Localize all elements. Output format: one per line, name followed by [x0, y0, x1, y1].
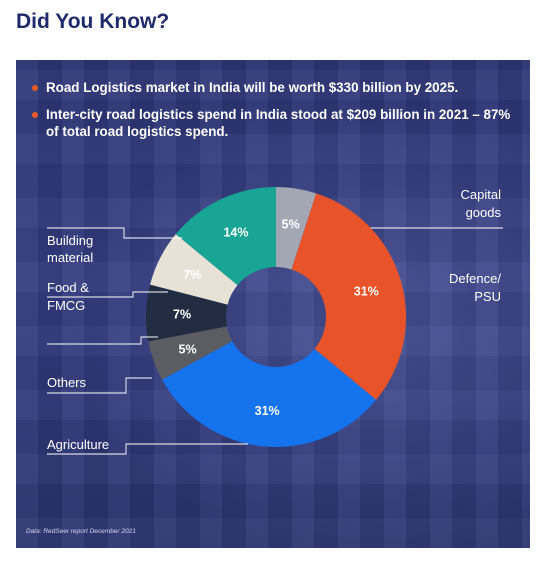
page-title: Did You Know?	[16, 10, 170, 33]
fact-item: Inter-city road logistics spend in India…	[28, 106, 518, 140]
data-source-note: Data: RedSeer report December 2021	[26, 528, 136, 535]
category-label: Agriculture	[47, 437, 109, 452]
bullet-dot-icon	[32, 85, 38, 91]
donut-slice-food-fmcg-5	[150, 234, 238, 305]
category-label: PSU	[474, 289, 501, 304]
fact-text: Inter-city road logistics spend in India…	[46, 107, 511, 139]
donut-slice-agriculture-2	[162, 341, 377, 448]
leader-line	[47, 227, 182, 239]
warehouse-background-image	[16, 60, 530, 548]
slice-value-label: 5%	[282, 218, 300, 232]
leader-line	[47, 336, 158, 345]
fact-item: Road Logistics market in India will be w…	[28, 79, 518, 96]
donut-slice-building-material-6	[175, 187, 276, 286]
leader-line	[47, 443, 248, 455]
slice-value-label: 31%	[255, 404, 280, 418]
leader-line	[47, 291, 168, 298]
leader-line	[47, 377, 152, 394]
category-label: material	[47, 250, 93, 265]
slice-value-label: 5%	[179, 342, 197, 356]
donut-chart: 5% Capital goods 31% Defence/PSU 31% Agricultu…	[47, 187, 503, 455]
donut-slice-defence-psu-1	[291, 193, 406, 400]
donut-slice-capital-goods-0	[276, 187, 317, 270]
slice-value-label: 14%	[223, 225, 248, 239]
category-label: Defence/	[449, 271, 501, 286]
facts-list: Road Logistics market in India will be w…	[28, 79, 518, 150]
slice-value-label: 7%	[173, 308, 191, 322]
slice-value-label: 7%	[183, 268, 201, 282]
fact-text: Road Logistics market in India will be w…	[46, 80, 459, 95]
donut-slice-others-3	[148, 326, 233, 380]
category-label: goods	[466, 205, 502, 220]
info-panel: Road Logistics market in India will be w…	[16, 60, 530, 548]
bullet-dot-icon	[32, 112, 38, 118]
category-label: FMCG	[47, 298, 85, 313]
donut-slice-unlabeled-4	[146, 284, 228, 342]
category-label: Capital	[461, 187, 502, 202]
slice-value-label: 31%	[354, 284, 379, 298]
category-label: Food &	[47, 280, 89, 295]
category-label: Others	[47, 375, 87, 390]
category-label: Building	[47, 233, 93, 248]
